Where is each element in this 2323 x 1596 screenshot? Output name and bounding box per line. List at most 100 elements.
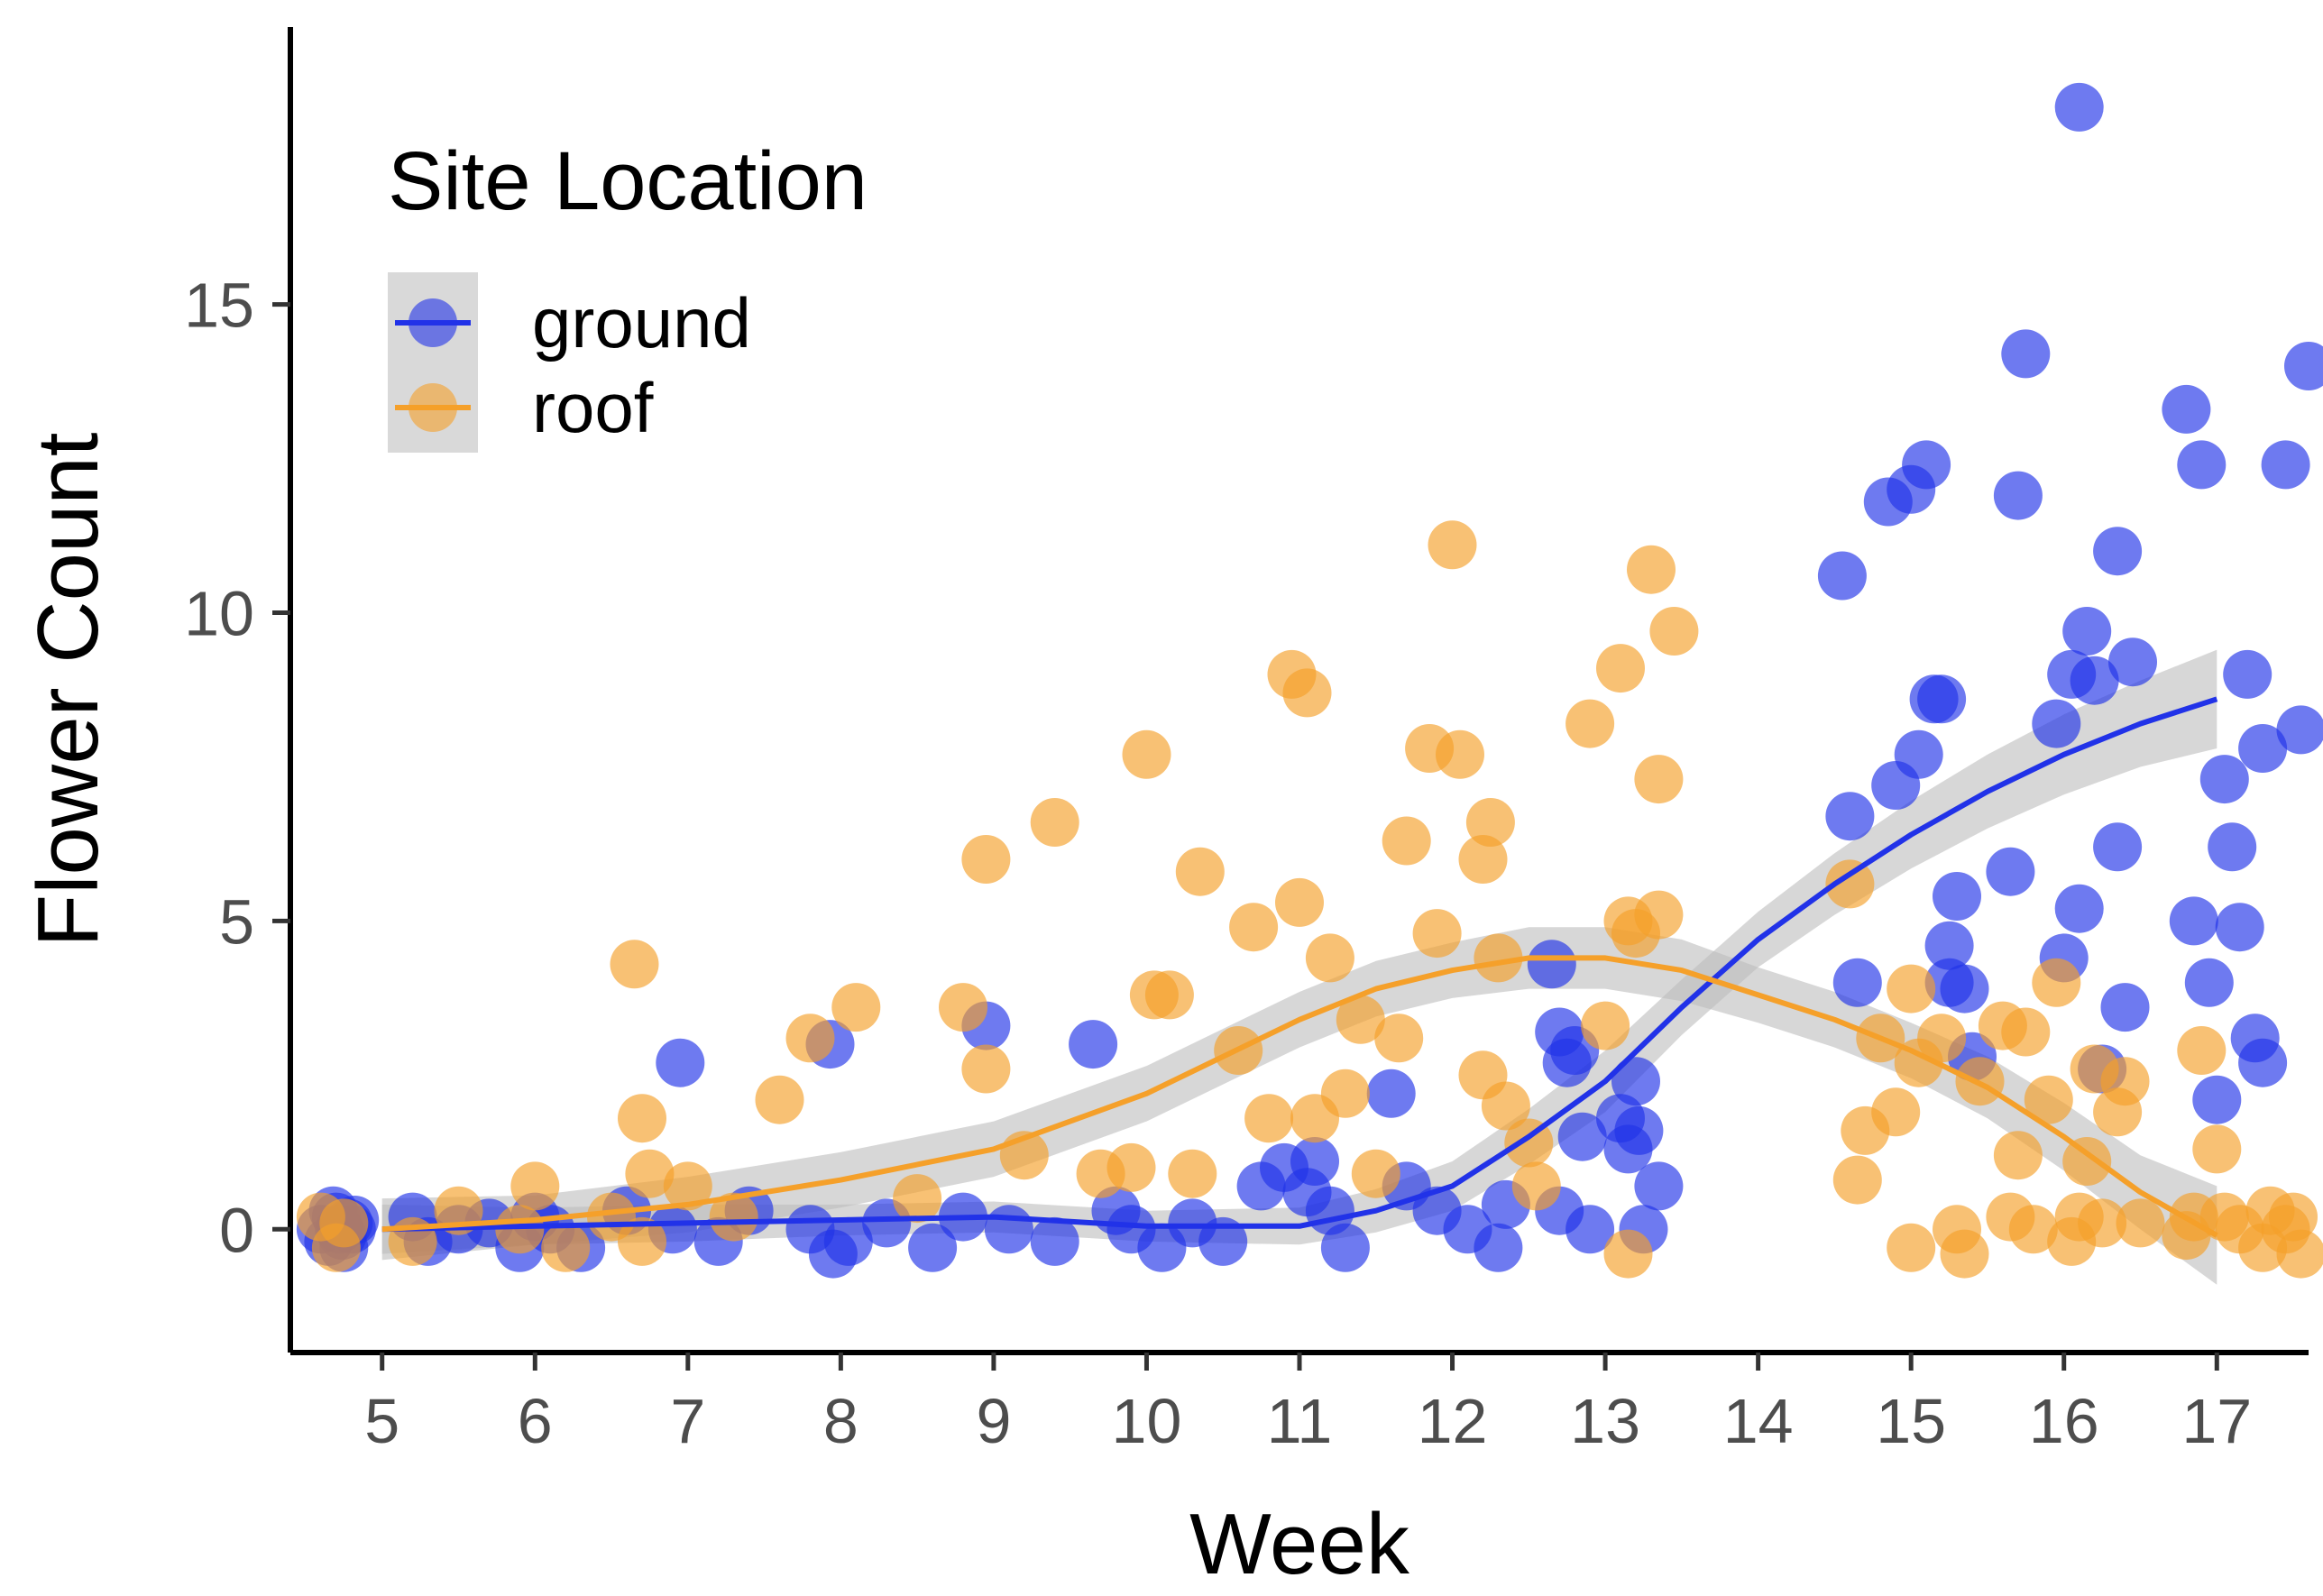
point-roof [2024, 1075, 2073, 1124]
point-roof [1832, 1155, 1882, 1205]
x-axis-title: Week [1189, 1496, 1410, 1592]
point-roof [1581, 1001, 1630, 1050]
y-axis-ticks: 0 5 10 15 [184, 271, 290, 1265]
point-roof [939, 983, 987, 1032]
point-roof [1374, 1014, 1424, 1063]
x-axis-ticks: 5 6 7 8 9 10 11 12 13 14 15 16 17 [364, 1353, 2252, 1456]
point-roof [709, 1192, 758, 1242]
point-roof [1320, 1069, 1370, 1118]
y-tick-label: 15 [184, 271, 254, 341]
point-ground [2177, 440, 2227, 490]
point-roof [2100, 1057, 2150, 1106]
point-roof [893, 1174, 942, 1224]
point-roof [2078, 1198, 2127, 1248]
point-ground [1933, 872, 1981, 921]
point-ground [2032, 699, 2081, 748]
y-tick-label: 10 [184, 579, 254, 649]
point-roof [1168, 1149, 1217, 1198]
point-roof [663, 1161, 712, 1211]
point-roof [1596, 644, 1645, 693]
point-roof [2062, 1137, 2112, 1186]
point-roof [618, 1094, 666, 1143]
point-ground [2108, 637, 2157, 687]
point-ground [1894, 729, 1943, 779]
point-roof [755, 1075, 804, 1124]
point-ground [2184, 958, 2234, 1007]
point-roof [1106, 1142, 1156, 1192]
point-roof [1282, 668, 1332, 718]
x-tick-label: 13 [1570, 1386, 1640, 1456]
point-ground [1817, 551, 1867, 601]
point-roof [541, 1223, 591, 1272]
point-roof [1634, 890, 1684, 940]
point-roof [1382, 816, 1431, 866]
point-roof [1175, 847, 1225, 896]
point-roof [2177, 1026, 2227, 1075]
x-tick-label: 14 [1723, 1386, 1794, 1456]
point-roof [1481, 1081, 1530, 1131]
point-roof [2269, 1192, 2318, 1242]
point-ground [2054, 82, 2104, 132]
point-roof [625, 1149, 675, 1198]
point-ground [1030, 1216, 1079, 1266]
point-roof [1511, 1161, 1561, 1211]
point-roof [1336, 995, 1385, 1044]
point-ground [1940, 964, 1989, 1014]
point-ground [1902, 440, 1951, 490]
point-roof [1887, 964, 1936, 1014]
point-ground [1611, 1057, 1660, 1106]
point-ground [1198, 1216, 1248, 1266]
point-roof [1871, 1087, 1921, 1137]
point-roof [2008, 1205, 2058, 1254]
point-roof [961, 1044, 1011, 1094]
point-roof [1566, 699, 1615, 748]
point-ground [2070, 656, 2119, 705]
point-roof [2032, 958, 2081, 1007]
x-tick-label: 8 [823, 1386, 858, 1456]
point-ground [1924, 921, 1974, 970]
point-roof [2276, 1229, 2323, 1279]
point-roof [495, 1205, 545, 1254]
point-ground [1634, 1161, 1684, 1211]
point-roof [319, 1198, 369, 1248]
point-roof [2001, 1007, 2051, 1057]
point-roof [1458, 835, 1508, 884]
point-roof [1634, 755, 1684, 804]
point-roof [1229, 903, 1279, 952]
point-roof [1305, 933, 1354, 983]
point-roof [1351, 1149, 1400, 1198]
point-roof [1649, 607, 1699, 656]
point-ground [1557, 1112, 1607, 1161]
point-ground [1614, 1105, 1664, 1155]
point-ground [1825, 792, 1875, 841]
legend-title: Site Location [388, 135, 868, 227]
point-ground [1474, 1223, 1523, 1272]
y-tick-label: 5 [219, 886, 254, 957]
point-ground [2169, 896, 2218, 946]
legend-point-roof [409, 383, 457, 432]
point-roof [2192, 1124, 2242, 1174]
point-ground [2062, 607, 2112, 656]
x-tick-label: 9 [976, 1386, 1011, 1456]
point-ground [1566, 1205, 1615, 1254]
point-roof [1030, 798, 1079, 847]
point-roof [1993, 1131, 2043, 1180]
point-roof [1275, 877, 1324, 927]
legend-label-ground: ground [532, 283, 751, 362]
x-tick-label: 7 [670, 1386, 705, 1456]
point-ground [2100, 983, 2150, 1032]
point-ground [2093, 527, 2143, 576]
point-roof [510, 1161, 560, 1211]
point-ground [2284, 342, 2323, 390]
x-tick-label: 11 [1267, 1386, 1333, 1456]
x-tick-label: 10 [1112, 1386, 1182, 1456]
legend: Site Location ground roof [388, 135, 868, 453]
point-ground [2215, 903, 2264, 952]
point-ground [1320, 1223, 1370, 1272]
point-roof [1887, 1223, 1936, 1272]
point-ground [823, 1216, 873, 1266]
point-roof [610, 940, 659, 989]
point-ground [2276, 705, 2323, 755]
smooth-line-ground [381, 696, 2218, 1233]
